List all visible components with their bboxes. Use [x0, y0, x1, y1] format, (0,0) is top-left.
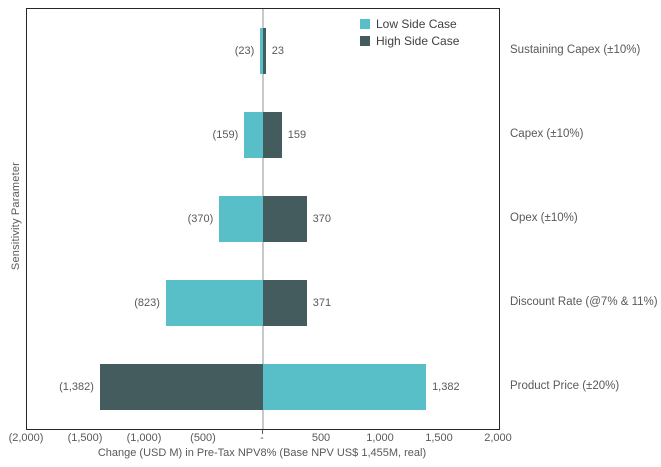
bar-high-side: [263, 28, 266, 74]
bar-low-side: [244, 112, 263, 158]
bar-value-label: 1,382: [432, 381, 460, 393]
bar-value-label: (159): [212, 129, 239, 141]
bar-value-label: (1,382): [59, 381, 94, 393]
x-axis-tick-label: (500): [190, 432, 216, 444]
bar-value-label: (823): [134, 297, 160, 309]
legend-label: Low Side Case: [376, 17, 457, 31]
bar-high-side: [263, 112, 282, 158]
bar-low-side: [165, 280, 263, 326]
bar-value-label: (23): [234, 45, 255, 57]
category-label: Opex (±10%): [510, 212, 578, 224]
bar-value-label: 159: [287, 129, 307, 141]
x-axis-tick-label: 500: [311, 432, 331, 444]
bar-high-side: [263, 280, 307, 326]
x-axis-tick-label: 1,500: [425, 432, 453, 444]
plot-area: Low Side Case High Side Case (23) 23 (159)…: [26, 8, 500, 430]
bar-value-label: (370): [187, 213, 214, 225]
category-label: Product Price (±20%): [510, 380, 620, 392]
legend-label: High Side Case: [376, 34, 460, 48]
bar-high-side: [263, 196, 307, 242]
category-label: Sustaining Capex (±10%): [510, 44, 641, 56]
bar-low-side: [219, 196, 263, 242]
zero-axis-tick: [262, 430, 263, 434]
legend-entry-low-side-case: Low Side Case: [360, 17, 459, 31]
category-label: Discount Rate (@7% & 11%): [510, 296, 658, 308]
bar-value-label: 371: [312, 297, 332, 309]
legend-swatch-low-side-icon: [360, 19, 370, 29]
x-axis-tick-label: (1,000): [126, 432, 162, 444]
category-labels: Sustaining Capex (±10%) Capex (±10%) Opex …: [510, 0, 661, 467]
legend-swatch-high-side-icon: [360, 36, 370, 46]
x-axis-tick-label: (2,000): [8, 432, 44, 444]
x-axis-tick-label: 1,000: [366, 432, 394, 444]
category-label: Capex (±10%): [510, 128, 584, 140]
legend-entry-high-side-case: High Side Case: [360, 34, 459, 48]
bar-value-label: 370: [312, 213, 332, 225]
legend: Low Side Case High Side Case: [360, 17, 459, 48]
bar-low-side: [260, 28, 263, 74]
bar-value-label: 23: [271, 45, 284, 57]
bar-low-side: [263, 364, 427, 410]
bar-high-side: [99, 364, 263, 410]
x-axis-tick-label: -: [260, 432, 264, 444]
x-axis-tick-label: 2,000: [484, 432, 512, 444]
y-axis-title: Sensitivity Parameter: [10, 161, 22, 271]
x-axis-tick-labels: (2,000) (1,500) (1,000) (500) - 500 1,000 1,500…: [0, 432, 661, 446]
x-axis-tick-label: (1,500): [67, 432, 103, 444]
x-axis-title: Change (USD M) in Pre-Tax NPV8% (Base NP…: [97, 447, 427, 459]
